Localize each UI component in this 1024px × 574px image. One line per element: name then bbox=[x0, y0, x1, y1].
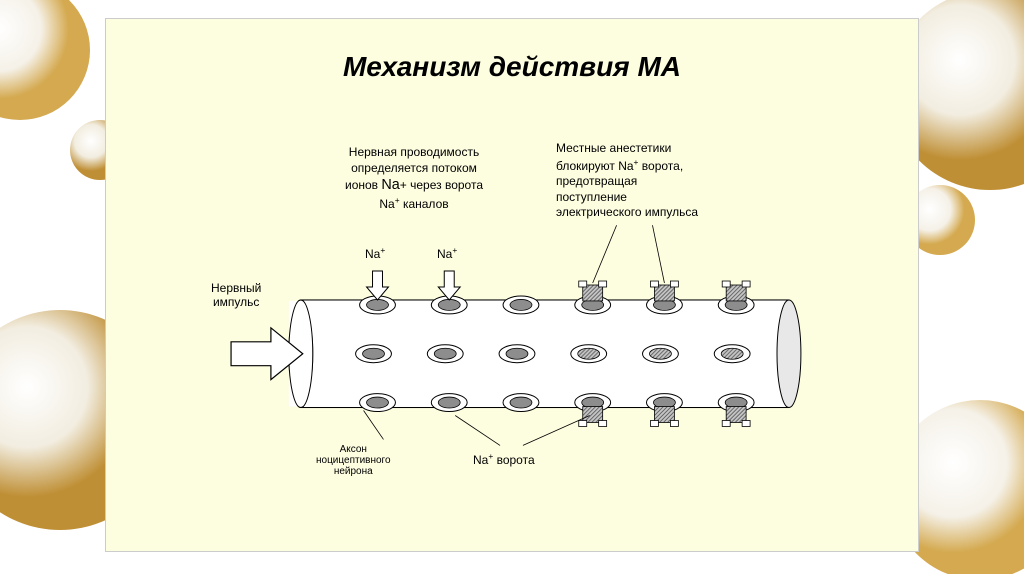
axon-diagram bbox=[106, 19, 918, 551]
slide-panel: Механизм действия МА Нервная проводимост… bbox=[105, 18, 919, 552]
